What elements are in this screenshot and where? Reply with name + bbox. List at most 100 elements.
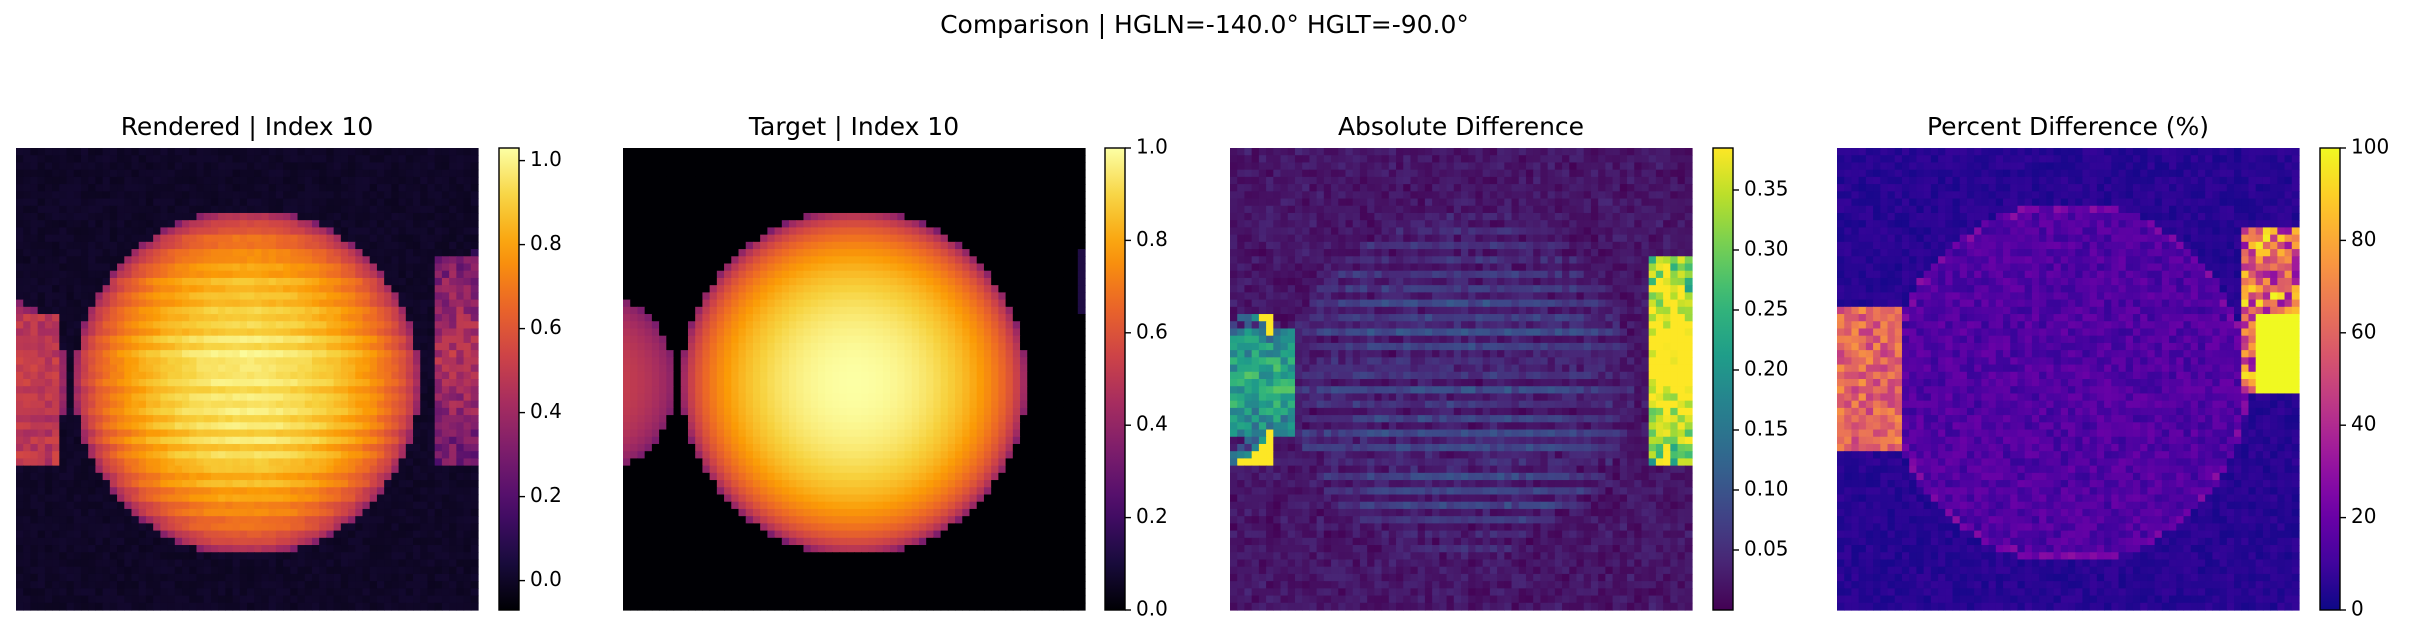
heatmap-cell [73, 328, 82, 337]
heatmap-cell [189, 364, 198, 373]
heatmap-cell [319, 537, 328, 546]
heatmap-cell [37, 205, 46, 214]
heatmap-cell [52, 249, 60, 257]
heatmap-cell [73, 523, 82, 532]
heatmap-cell [95, 429, 104, 438]
heatmap-cell [348, 234, 356, 243]
heatmap-cell [687, 227, 696, 236]
heatmap-cell [124, 277, 133, 286]
heatmap-cell [218, 487, 226, 496]
heatmap-cell [463, 407, 472, 416]
heatmap-cell [832, 227, 841, 236]
heatmap-cell [933, 176, 942, 185]
heatmap-cell [405, 364, 414, 373]
heatmap-cell [456, 552, 465, 561]
heatmap-cell [405, 393, 414, 402]
heatmap-cell [160, 559, 169, 568]
heatmap-cell [30, 516, 39, 524]
heatmap-cell [427, 552, 436, 561]
heatmap-cell [854, 191, 862, 200]
heatmap-cell [441, 162, 450, 171]
heatmap-cell [311, 595, 320, 604]
heatmap-cell [391, 443, 400, 452]
heatmap-cell [434, 256, 443, 265]
heatmap-cell [261, 451, 270, 460]
heatmap-cell [369, 602, 378, 611]
heatmap-cell [456, 270, 465, 279]
heatmap-cell [947, 234, 956, 243]
heatmap-cell [434, 212, 443, 221]
heatmap-cell [1012, 155, 1021, 164]
heatmap-cell [268, 602, 277, 611]
heatmap-cell [138, 155, 147, 164]
heatmap-cell [196, 559, 205, 568]
heatmap-cell [311, 371, 320, 380]
heatmap-cell [52, 176, 60, 185]
heatmap-cell [109, 241, 118, 250]
heatmap-cell [283, 602, 291, 611]
heatmap-cell [470, 458, 479, 467]
heatmap-cell [1027, 184, 1036, 192]
heatmap-cell [225, 364, 234, 373]
heatmap-cell [117, 422, 125, 431]
heatmap-cell [470, 169, 479, 178]
heatmap-cell [30, 321, 39, 330]
heatmap-cell [73, 465, 82, 474]
heatmap-cell [427, 537, 436, 546]
heatmap-cell [376, 472, 385, 481]
heatmap-cell [80, 148, 89, 156]
heatmap-cell [405, 148, 414, 156]
heatmap-cell [95, 285, 104, 293]
heatmap-cell [109, 270, 118, 279]
heatmap-cell [145, 386, 154, 395]
heatmap-cell [138, 198, 147, 207]
heatmap-cell [131, 220, 140, 229]
heatmap-cell [167, 306, 176, 315]
heatmap-cell [254, 306, 263, 315]
heatmap-cell [218, 205, 226, 214]
heatmap-cell [37, 357, 46, 366]
heatmap-cell [427, 285, 436, 293]
heatmap-cell [304, 184, 313, 192]
heatmap-cell [182, 386, 190, 395]
heatmap-cell [174, 595, 183, 604]
heatmap-cell [311, 357, 320, 366]
heatmap-cell [167, 595, 176, 604]
heatmap-cell [702, 220, 711, 229]
heatmap-cell [304, 472, 313, 481]
heatmap-cell [66, 516, 75, 524]
heatmap-cell [623, 241, 631, 250]
heatmap-cell [832, 234, 841, 243]
heatmap-cell [88, 494, 97, 503]
heatmap-cell [232, 155, 241, 164]
heatmap-cell [124, 566, 133, 575]
heatmap-cell [268, 342, 277, 351]
heatmap-cell [95, 205, 104, 214]
heatmap-cell [59, 270, 68, 279]
heatmap-cell [275, 342, 284, 351]
heatmap-cell [420, 184, 429, 192]
heatmap-cell [153, 573, 161, 582]
heatmap-cell [59, 588, 68, 597]
heatmap-cell [362, 314, 371, 322]
heatmap-cell [297, 371, 306, 380]
heatmap-cell [275, 176, 284, 185]
heatmap-cell [362, 566, 371, 575]
heatmap-cell [326, 458, 335, 467]
heatmap-cell [463, 480, 472, 488]
heatmap-cell [167, 328, 176, 337]
heatmap-cell [326, 451, 335, 460]
heatmap-cell [102, 256, 111, 265]
heatmap-cell [304, 169, 313, 178]
heatmap-cell [275, 335, 284, 344]
heatmap-cell [637, 155, 646, 164]
heatmap-cell [247, 480, 255, 488]
heatmap-cell [420, 256, 429, 265]
heatmap-cell [825, 220, 833, 229]
heatmap-cell [398, 241, 407, 250]
heatmap-cell [384, 581, 392, 589]
heatmap-cell [456, 487, 465, 496]
heatmap-cell [319, 516, 328, 524]
heatmap-cell [52, 552, 60, 561]
heatmap-cell [326, 227, 335, 236]
